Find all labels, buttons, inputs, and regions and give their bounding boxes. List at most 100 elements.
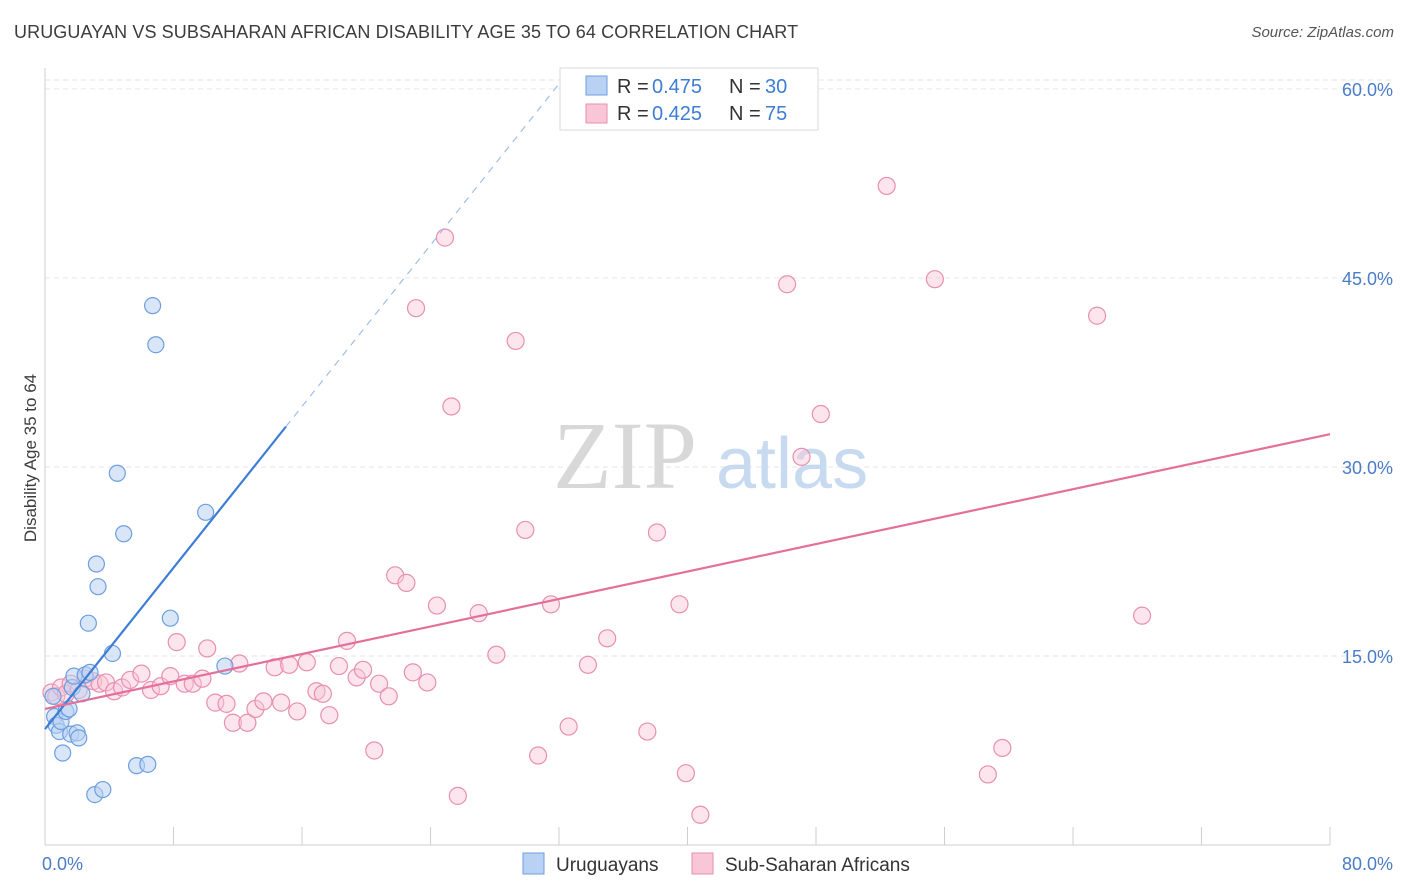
subsaharan-point-71: [925, 270, 944, 289]
legend-swatch-subsaharan: [585, 103, 608, 124]
subsaharan-point-62: [638, 722, 657, 741]
legend-r-value-uruguayans: 0.475: [652, 76, 702, 98]
subsaharan-point-49: [427, 596, 447, 615]
subsaharan-point-8: [90, 674, 109, 693]
subsaharan-point-47: [406, 299, 426, 318]
subsaharan-point-59: [559, 717, 578, 736]
subsaharan-point-19: [183, 674, 202, 693]
subsaharan-point-42: [370, 674, 389, 693]
legend-r-label-2: R =: [617, 103, 649, 125]
subsaharan-point-65: [676, 764, 695, 783]
uruguayan-point-25: [139, 755, 157, 773]
legend-n-label: N =: [729, 76, 761, 98]
subsaharan-point-56: [516, 520, 535, 540]
subsaharan-point-57: [529, 746, 548, 765]
uruguayan-point-22: [108, 464, 126, 482]
uruguayan-point-15: [79, 614, 97, 632]
subsaharan-point-37: [329, 656, 349, 676]
subsaharan-point-69: [811, 404, 830, 424]
uruguayan-trend-line: [44, 425, 287, 730]
legend-n-value-subsaharan: 75: [765, 103, 787, 125]
uruguayan-point-18: [87, 555, 106, 573]
legend-n-value-uruguayans: 30: [765, 76, 787, 98]
y-tick-label-3: 60.0%: [1342, 80, 1393, 100]
subsaharan-point-55: [506, 331, 525, 351]
grid-lines: [45, 79, 1395, 657]
subsaharan-point-40: [353, 660, 373, 679]
subsaharan-point-39: [347, 668, 366, 687]
uruguayan-point-0: [44, 687, 62, 705]
subsaharan-point-75: [1132, 606, 1152, 625]
subsaharan-point-30: [272, 693, 291, 712]
subsaharan-point-32: [288, 702, 307, 721]
subsaharan-point-63: [647, 523, 667, 542]
uruguayan-point-5: [54, 744, 72, 762]
stats-legend: R = 0.475 N = 30 R = 0.425 N = 75: [559, 67, 819, 131]
uruguayan-trend-extension: [285, 83, 560, 427]
subsaharan-point-50: [435, 228, 455, 247]
subsaharan-point-21: [198, 639, 217, 658]
uruguayan-point-12: [70, 729, 88, 747]
watermark-zip: ZIP: [553, 402, 697, 509]
subsaharan-point-66: [691, 805, 710, 824]
subsaharan-point-67: [777, 275, 797, 294]
subsaharan-point-74: [1087, 306, 1107, 325]
subsaharan-point-70: [877, 176, 896, 196]
subsaharan-point-41: [365, 741, 384, 760]
subsaharan-point-43: [379, 687, 398, 706]
y-tick-label-2: 45.0%: [1342, 269, 1393, 289]
subsaharan-point-26: [238, 713, 257, 732]
legend-bottom-subsaharan: Sub-Saharan Africans: [725, 855, 910, 876]
subsaharan-point-24: [223, 713, 243, 732]
subsaharan-point-64: [670, 595, 689, 614]
watermark: ZIP atlas: [553, 402, 868, 509]
subsaharan-point-68: [792, 447, 811, 466]
uruguayan-point-26: [144, 297, 162, 315]
tick-labels: 15.0% 30.0% 45.0% 60.0% 0.0% 80.0%: [42, 80, 1393, 874]
y-tick-label-0: 15.0%: [1342, 647, 1393, 667]
uruguayan-point-21: [103, 644, 122, 663]
legend-r-value-subsaharan: 0.425: [652, 103, 702, 125]
subsaharan-point-60: [578, 655, 598, 674]
subsaharan-point-20: [193, 669, 212, 688]
subsaharan-point-35: [313, 684, 332, 703]
subsaharan-point-13: [132, 664, 151, 683]
watermark-atlas: atlas: [716, 424, 868, 504]
uruguayan-point-20: [94, 780, 112, 799]
subsaharan-point-23: [217, 694, 236, 713]
uruguayan-point-29: [197, 503, 215, 521]
subsaharan-point-61: [598, 629, 617, 648]
legend-r-label: R =: [617, 76, 649, 98]
subsaharan-point-53: [469, 604, 488, 623]
subsaharan-point-51: [442, 397, 461, 416]
x-tick-label-min: 0.0%: [42, 854, 83, 874]
chart-title: URUGUAYAN VS SUBSAHARAN AFRICAN DISABILI…: [14, 22, 799, 42]
subsaharan-point-36: [320, 706, 339, 725]
legend-bottom-swatch-subsaharan: [691, 852, 714, 875]
subsaharan-point-33: [297, 653, 316, 672]
legend-bottom-uruguayans: Uruguayans: [556, 855, 658, 876]
subsaharan-point-45: [397, 573, 416, 592]
uruguayan-point-28: [161, 609, 179, 627]
subsaharan-point-46: [403, 663, 422, 682]
subsaharan-point-38: [337, 631, 357, 650]
subsaharan-point-72: [978, 765, 997, 784]
data-points: [42, 176, 1152, 824]
subsaharan-point-73: [993, 738, 1012, 758]
subsaharan-trend-line: [44, 433, 1331, 710]
legend-swatch-uruguayans: [585, 75, 608, 96]
source-label: Source: ZipAtlas.com: [1251, 24, 1394, 41]
subsaharan-point-48: [418, 673, 437, 692]
subsaharan-point-12: [121, 670, 140, 690]
uruguayan-point-19: [89, 578, 107, 596]
series-legend: Uruguayans Sub-Saharan Africans: [522, 852, 910, 876]
y-tick-label-1: 30.0%: [1342, 458, 1393, 478]
uruguayan-point-27: [147, 336, 165, 354]
trend-lines: [44, 83, 1331, 730]
uruguayan-point-23: [115, 525, 133, 543]
y-axis-label: Disability Age 35 to 64: [21, 374, 40, 542]
legend-n-label-2: N =: [729, 103, 761, 125]
legend-bottom-swatch-uruguayans: [522, 852, 545, 875]
subsaharan-point-17: [167, 633, 186, 652]
